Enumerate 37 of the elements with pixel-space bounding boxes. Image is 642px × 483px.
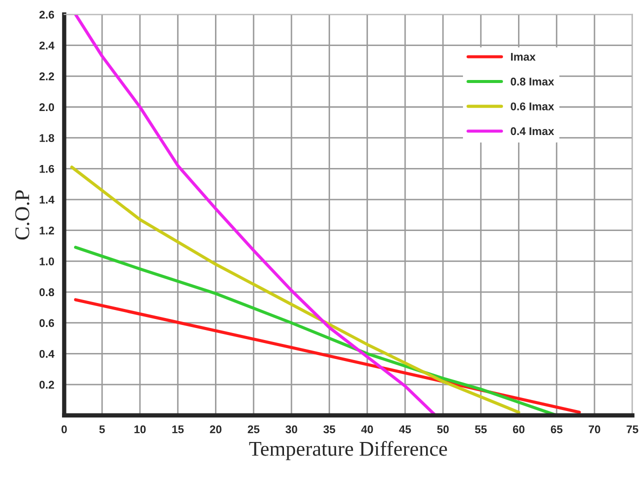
y-tick-label: 0.8 xyxy=(39,288,54,296)
x-tick-label: 0 xyxy=(62,425,67,434)
y-tick-label: 1.0 xyxy=(40,257,54,266)
y-tick-label: 2.0 xyxy=(39,103,54,112)
y-tick-label: 0.4 xyxy=(39,350,54,358)
x-tick-label: 45 xyxy=(399,426,411,434)
line-series xyxy=(74,14,437,416)
legend-label: 0.6 Imax xyxy=(510,102,554,110)
x-tick-label: 50 xyxy=(437,425,449,434)
x-tick-label: 20 xyxy=(210,425,222,434)
x-tick-label: 55 xyxy=(475,426,487,434)
y-tick-label: 2.2 xyxy=(39,72,54,80)
y-tick-label: 0.2 xyxy=(39,380,54,389)
legend-label: 0.8 Imax xyxy=(510,78,554,86)
x-tick-label: 30 xyxy=(286,425,298,434)
y-tick-label: 1.6 xyxy=(40,164,54,173)
legend-label: 0.4 Imax xyxy=(510,127,554,136)
x-tick-label: 10 xyxy=(134,425,146,434)
x-tick-label: 25 xyxy=(248,425,260,434)
x-tick-label: 60 xyxy=(512,425,524,434)
x-tick-label: 40 xyxy=(361,425,373,434)
legend-label: Imax xyxy=(511,52,536,61)
y-tick-label: 1.4 xyxy=(40,196,54,204)
y-tick-label: 1.8 xyxy=(40,134,54,142)
y-tick-label: 1.2 xyxy=(40,226,54,234)
y-tick-label: 0.6 xyxy=(39,319,54,327)
x-tick-label: 65 xyxy=(550,425,562,434)
x-tick-label: 5 xyxy=(99,426,105,434)
y-tick-label: 2.6 xyxy=(39,10,54,19)
x-tick-label: 75 xyxy=(626,426,638,434)
x-axis-title: Temperature Difference xyxy=(249,441,447,460)
y-axis-title: C.O.P xyxy=(15,190,30,240)
x-tick-label: 70 xyxy=(588,425,600,434)
x-tick-label: 15 xyxy=(172,426,184,434)
line-series xyxy=(70,166,520,414)
x-tick-label: 35 xyxy=(323,425,336,434)
y-tick-label: 2.4 xyxy=(39,42,54,50)
